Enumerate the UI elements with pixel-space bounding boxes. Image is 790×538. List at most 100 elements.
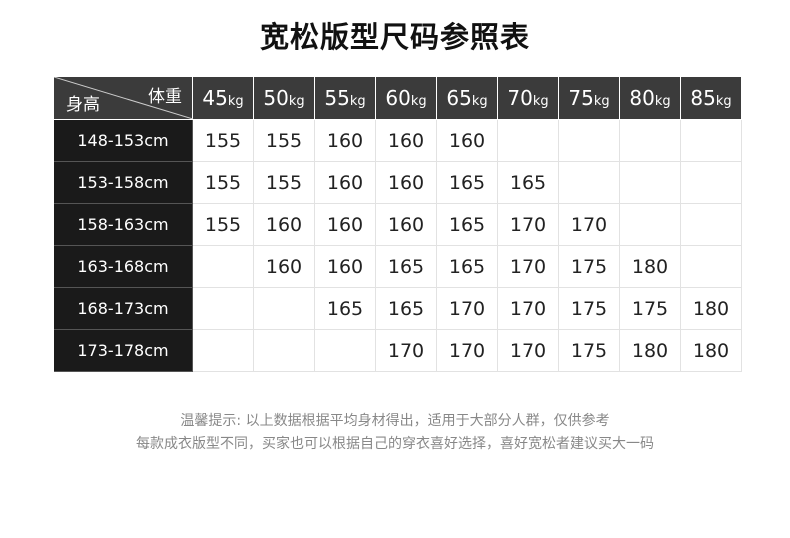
size-cell: 160 (436, 119, 498, 162)
weight-header: 55kg (314, 77, 376, 120)
table-row: 158-163cm 155 160 160 160 165 170 170 (54, 203, 742, 246)
weight-value: 45 (202, 86, 228, 110)
size-cell (680, 119, 742, 162)
size-cell: 165 (314, 287, 376, 330)
size-cell: 170 (436, 287, 498, 330)
weight-unit: kg (227, 94, 244, 109)
size-cell: 175 (619, 287, 681, 330)
weight-unit: kg (532, 94, 549, 109)
size-cell: 170 (436, 329, 498, 372)
size-cell: 160 (314, 203, 376, 246)
size-cell: 155 (192, 203, 254, 246)
diagonal-divider (54, 77, 193, 119)
height-range: 158-163cm (54, 203, 193, 246)
size-cell (192, 287, 254, 330)
size-cell (619, 161, 681, 204)
height-range: 153-158cm (54, 161, 193, 204)
size-cell: 170 (497, 287, 559, 330)
size-cell: 160 (314, 119, 376, 162)
size-cell (558, 119, 620, 162)
height-range: 163-168cm (54, 245, 193, 288)
weight-header: 60kg (375, 77, 437, 120)
size-cell (314, 329, 376, 372)
size-cell: 155 (253, 119, 315, 162)
weight-axis-label: 体重 (148, 87, 182, 107)
weight-unit: kg (593, 94, 610, 109)
size-cell: 160 (375, 119, 437, 162)
corner-header: 体重 身高 (54, 77, 193, 120)
weight-header: 85kg (680, 77, 742, 120)
weight-header: 80kg (619, 77, 681, 120)
note-line-2: 每款成衣版型不同，买家也可以根据自己的穿衣喜好选择，喜好宽松者建议买大一码 (136, 436, 654, 452)
size-cell: 160 (375, 203, 437, 246)
size-cell (558, 161, 620, 204)
weight-header: 45kg (192, 77, 254, 120)
table-row: 163-168cm 160 160 165 165 170 175 180 (54, 245, 742, 288)
size-cell: 155 (253, 161, 315, 204)
size-cell (680, 245, 742, 288)
weight-value: 55 (324, 86, 350, 110)
height-range: 148-153cm (54, 119, 193, 162)
weight-value: 65 (446, 86, 472, 110)
weight-header: 65kg (436, 77, 498, 120)
weight-value: 80 (629, 86, 655, 110)
size-cell: 165 (436, 161, 498, 204)
table-row: 153-158cm 155 155 160 160 165 165 (54, 161, 742, 204)
size-cell: 180 (619, 245, 681, 288)
size-cell: 175 (558, 245, 620, 288)
size-cell: 165 (436, 203, 498, 246)
size-cell: 155 (192, 119, 254, 162)
height-axis-label: 身高 (66, 95, 100, 115)
weight-unit: kg (715, 94, 732, 109)
weight-unit: kg (471, 94, 488, 109)
size-cell: 165 (436, 245, 498, 288)
size-cell: 180 (680, 329, 742, 372)
size-cell (619, 203, 681, 246)
size-cell: 170 (497, 245, 559, 288)
size-cell (192, 329, 254, 372)
size-cell: 170 (375, 329, 437, 372)
size-cell (253, 329, 315, 372)
size-cell: 155 (192, 161, 254, 204)
weight-value: 70 (507, 86, 533, 110)
size-cell: 170 (497, 329, 559, 372)
table-row: 168-173cm 165 165 170 170 175 175 180 (54, 287, 742, 330)
size-cell (497, 119, 559, 162)
size-cell: 160 (314, 161, 376, 204)
size-cell: 160 (253, 203, 315, 246)
size-cell (619, 119, 681, 162)
size-cell (680, 203, 742, 246)
weight-value: 85 (690, 86, 716, 110)
weight-unit: kg (288, 94, 305, 109)
weight-header: 75kg (558, 77, 620, 120)
weight-value: 75 (568, 86, 594, 110)
size-cell: 180 (619, 329, 681, 372)
weight-unit: kg (349, 94, 366, 109)
size-cell: 180 (680, 287, 742, 330)
size-cell: 175 (558, 287, 620, 330)
weight-unit: kg (410, 94, 427, 109)
weight-unit: kg (654, 94, 671, 109)
note-line-1: 温馨提示: 以上数据根据平均身材得出，适用于大部分人群，仅供参考 (180, 413, 610, 429)
size-cell (192, 245, 254, 288)
weight-header: 70kg (497, 77, 559, 120)
size-chart-table: 体重 身高 45kg 50kg 55kg 60kg 65kg 70kg 75kg 80kg 85… (54, 77, 742, 372)
weight-value: 60 (385, 86, 411, 110)
size-cell: 170 (558, 203, 620, 246)
size-cell: 165 (375, 287, 437, 330)
size-cell: 175 (558, 329, 620, 372)
size-cell: 160 (375, 161, 437, 204)
table-row: 173-178cm 170 170 170 175 180 180 (54, 329, 742, 372)
size-cell: 170 (497, 203, 559, 246)
size-cell (680, 161, 742, 204)
size-cell: 165 (375, 245, 437, 288)
table-row: 148-153cm 155 155 160 160 160 (54, 119, 742, 162)
size-cell: 160 (314, 245, 376, 288)
weight-header: 50kg (253, 77, 315, 120)
size-cell: 165 (497, 161, 559, 204)
size-cell (253, 287, 315, 330)
size-cell: 160 (253, 245, 315, 288)
weight-value: 50 (263, 86, 289, 110)
height-range: 168-173cm (54, 287, 193, 330)
page-title: 宽松版型尺码参照表 (259, 20, 530, 54)
